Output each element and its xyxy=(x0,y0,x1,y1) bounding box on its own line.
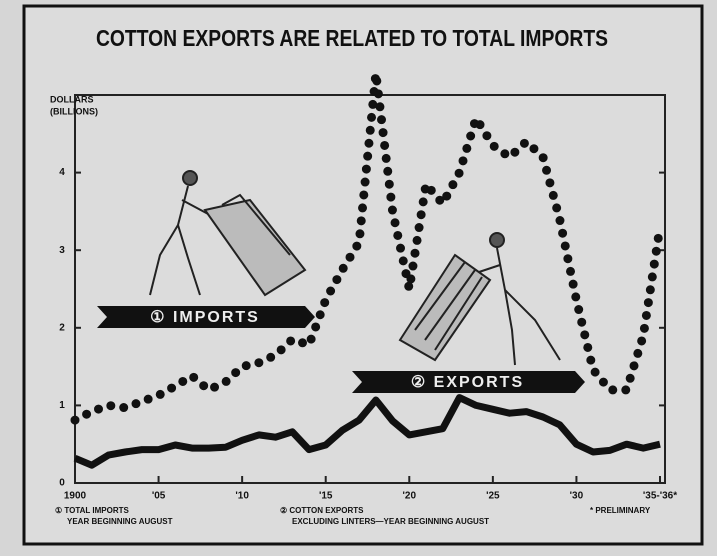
x-tick-label: '10 xyxy=(235,491,249,502)
y-tick-label: 1 xyxy=(59,400,65,411)
x-tick-label: '30 xyxy=(570,491,584,502)
x-tick-label: 1900 xyxy=(64,491,87,502)
y-tick-label: 4 xyxy=(59,167,65,178)
x-tick-label: '35-'36* xyxy=(643,491,677,502)
chart-title: COTTON EXPORTS ARE RELATED TO TOTAL IMPO… xyxy=(96,25,608,51)
frame xyxy=(24,6,702,544)
x-tick-label: '20 xyxy=(403,491,417,502)
footnote: ① TOTAL IMPORTS xyxy=(55,506,130,515)
y-tick-label: 0 xyxy=(59,478,65,489)
y-tick-label: 2 xyxy=(59,322,65,333)
footnote: YEAR BEGINNING AUGUST xyxy=(67,517,173,526)
footnote: EXCLUDING LINTERS—YEAR BEGINNING AUGUST xyxy=(292,517,489,526)
page: COTTON EXPORTS ARE RELATED TO TOTAL IMPO… xyxy=(0,0,717,556)
y-tick-label: 3 xyxy=(59,245,65,256)
legend-label: ② EXPORTS xyxy=(411,374,524,391)
x-tick-label: '05 xyxy=(152,491,166,502)
footnote: ② COTTON EXPORTS xyxy=(280,506,364,515)
x-tick-label: '25 xyxy=(486,491,500,502)
y-axis-label: (BILLIONS) xyxy=(50,106,98,116)
chart: COTTON EXPORTS ARE RELATED TO TOTAL IMPO… xyxy=(0,0,717,556)
x-tick-label: '15 xyxy=(319,491,333,502)
legend-label: ① IMPORTS xyxy=(150,309,260,326)
y-axis-label: DOLLARS xyxy=(50,94,94,104)
footnote: * PRELIMINARY xyxy=(590,506,651,515)
